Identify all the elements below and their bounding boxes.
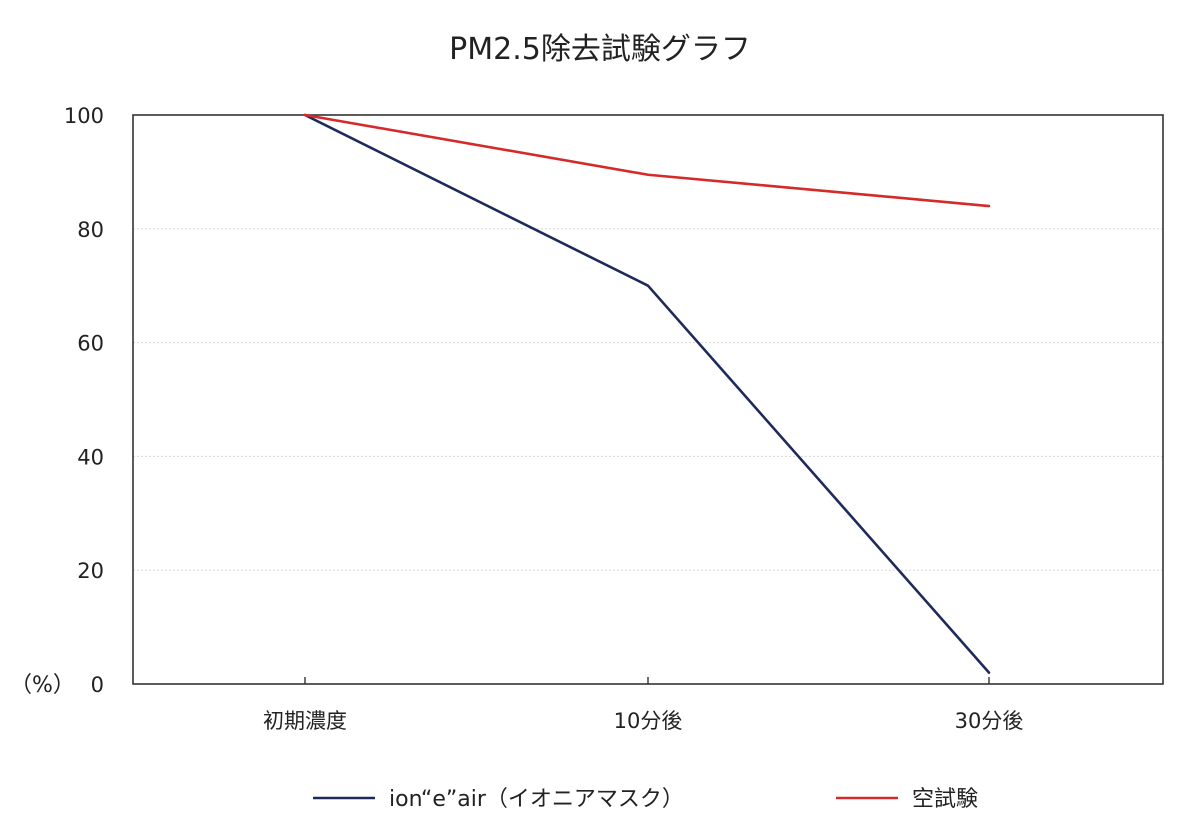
gridlines <box>133 228 1163 571</box>
y-unit-label: （%） <box>10 673 75 698</box>
x-tick-label: 30分後 <box>955 709 1024 733</box>
y-tick-label: 100 <box>64 104 104 128</box>
x-tick-label: 10分後 <box>614 709 683 733</box>
chart-title: PM2.5除去試験グラフ <box>449 32 751 67</box>
y-tick-label: 80 <box>77 218 104 242</box>
x-axis-tick-labels: 初期濃度 10分後 30分後 <box>263 709 1023 733</box>
plot-area <box>132 114 1164 685</box>
y-tick-label: 0 <box>91 673 104 697</box>
y-tick-label: 20 <box>77 559 104 583</box>
y-tick-label: 40 <box>77 445 104 469</box>
series-line-1 <box>303 113 991 208</box>
y-axis-tick-labels: 0 20 40 60 80 100 <box>64 104 104 697</box>
y-tick-label: 60 <box>77 332 104 356</box>
legend-label: 空試験 <box>912 787 978 812</box>
series-line-0 <box>303 113 991 674</box>
legend-label: ion“e”air（イオニアマスク） <box>389 787 684 812</box>
series-lines <box>303 113 991 674</box>
legend: ion“e”air（イオニアマスク） 空試験 <box>313 787 978 812</box>
x-tick-label: 初期濃度 <box>263 709 347 733</box>
x-axis-ticks <box>304 677 990 684</box>
